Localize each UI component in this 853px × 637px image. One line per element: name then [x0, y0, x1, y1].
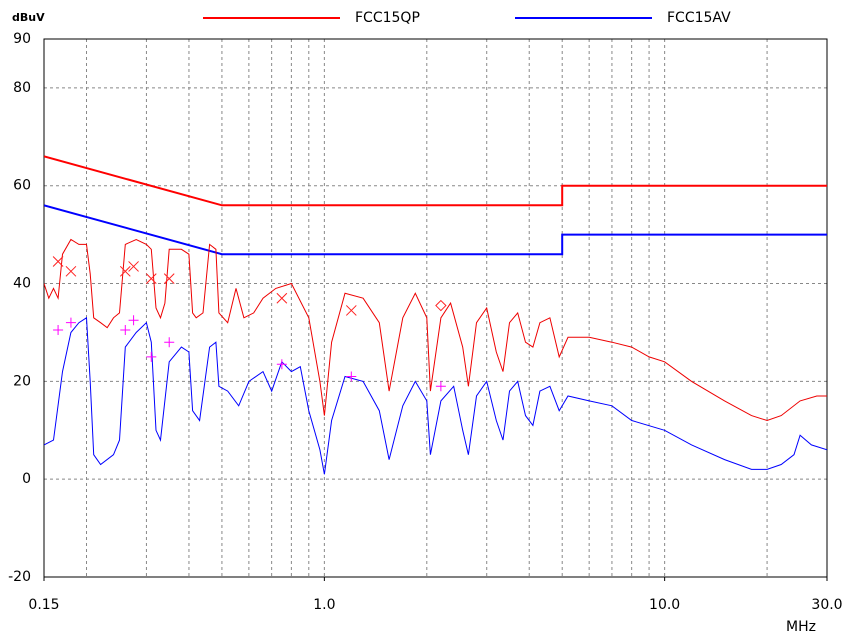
marker [128, 261, 139, 272]
marker [65, 317, 76, 328]
legend-label: FCC15AV [667, 10, 731, 26]
y-axis-label: dBuV [12, 11, 45, 24]
y-tick-label: 60 [13, 178, 31, 194]
y-tick-label: -20 [8, 569, 31, 585]
marker [164, 337, 175, 348]
x-tick-label: 10.0 [649, 597, 680, 613]
plot-frame [43, 38, 828, 578]
marker [276, 359, 287, 370]
marker [145, 273, 157, 285]
limit-line [44, 155, 827, 207]
marker [345, 305, 357, 316]
marker [163, 273, 175, 285]
limit-line [44, 204, 827, 256]
y-tick-label: 90 [13, 31, 31, 47]
marker [119, 265, 131, 277]
marker [435, 381, 446, 392]
x-tick-label: 0.15 [28, 597, 59, 613]
marker [276, 292, 288, 304]
marker [65, 265, 77, 277]
x-axis-label: MHz [786, 619, 816, 635]
trace [44, 238, 827, 422]
marker [128, 315, 139, 326]
y-tick-label: 0 [22, 471, 31, 487]
x-tick-label: 30.0 [811, 597, 842, 613]
marker [146, 351, 157, 362]
y-tick-label: 40 [13, 276, 31, 292]
legend-label: FCC15QP [355, 10, 420, 26]
marker [346, 371, 357, 382]
y-tick-label: 80 [13, 80, 31, 96]
marker [120, 325, 131, 336]
y-tick-label: 20 [13, 373, 31, 389]
x-tick-label: 1.0 [313, 597, 335, 613]
marker [52, 256, 64, 267]
trace [44, 316, 827, 475]
marker [435, 299, 447, 312]
marker [53, 325, 64, 336]
